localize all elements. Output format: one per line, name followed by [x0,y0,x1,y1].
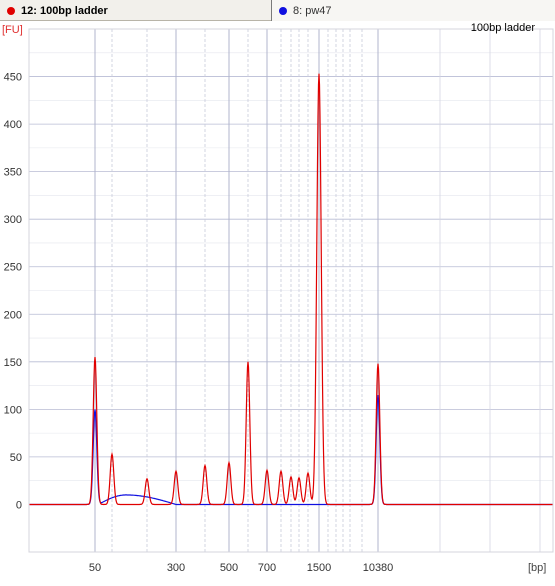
y-axis-label: [FU] [2,24,23,36]
x-tick-label: 300 [167,562,185,574]
y-tick-label: 200 [4,309,22,321]
y-tick-label: 0 [16,499,22,511]
x-tick-label: 1500 [307,562,331,574]
x-axis-label: [bp] [528,562,546,574]
y-tick-label: 450 [4,72,22,84]
x-tick-label: 500 [220,562,238,574]
vertical-gridlines [94,29,541,552]
tab-pw47-sample[interactable]: 8: pw47 [272,0,555,21]
chart-title: 100bp ladder [471,22,536,34]
tab-ladder-label: 12: 100bp ladder [21,4,108,17]
y-tick-label: 350 [4,167,22,179]
blue-dot-icon [279,6,287,15]
y-tick-labels: 0 50 100 150 200 250 300 350 400 450 [4,72,22,512]
y-tick-label: 250 [4,262,22,274]
y-tick-label: 300 [4,214,22,226]
sample-tab-bar: 12: 100bp ladder 8: pw47 [0,0,555,21]
red-dot-icon [7,6,15,15]
traces [29,73,553,506]
x-tick-label: 10380 [363,562,394,574]
tab-ladder-sample[interactable]: 12: 100bp ladder [0,0,272,21]
x-tick-labels: 50 300 500 700 1500 10380 [89,562,393,574]
plot-frame [28,28,554,553]
tab-pw47-label: 8: pw47 [293,4,332,17]
y-tick-label: 50 [10,452,22,464]
y-tick-label: 150 [4,357,22,369]
y-tick-label: 400 [4,119,22,131]
series-line-ladder [29,73,553,506]
y-tick-label: 100 [4,404,22,416]
electropherogram-chart: 0 50 100 150 200 250 300 350 400 450 50 300 500 700 1… [2,22,554,574]
x-tick-label: 700 [258,562,276,574]
x-tick-label: 50 [89,562,101,574]
